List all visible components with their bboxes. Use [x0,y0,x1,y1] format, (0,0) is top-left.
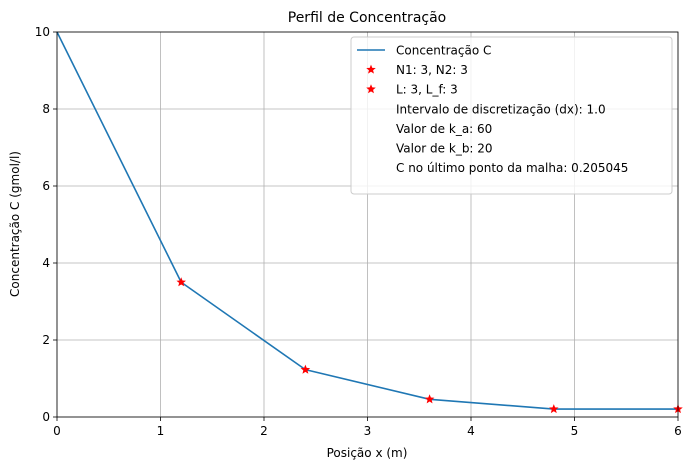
series-line-concentration [56,31,678,410]
legend-swatch-1 [366,64,376,74]
legend-entry-6: C no último ponto da malha: 0.205045 [396,161,628,175]
star-marker-1-2 [424,394,435,404]
legend-entry-1: N1: 3, N2: 3 [396,63,468,77]
y-tick-label-2: 4 [42,256,50,270]
x-tick-label-0: 0 [53,424,61,438]
legend-entry-3: Intervalo de discretização (dx): 1.0 [396,102,606,116]
x-tick-label-1: 1 [157,424,165,438]
legend-entry-5: Valor de k_b: 20 [396,142,493,156]
chart-title: Perfil de Concentração [288,10,446,26]
x-axis-label: Posição x (m) [327,446,408,460]
x-tick-label-3: 3 [364,424,372,438]
legend: Concentração C N1: 3, N2: 3 L: 3, L_f: 3 In… [350,36,673,195]
y-axis-label: Concentração C (gmol/l) [8,151,22,297]
star-marker-1-1 [300,364,311,374]
star-marker-1-0 [176,277,186,287]
legend-entry-4: Valor de k_a: 60 [396,122,492,136]
y-tick-label-3: 6 [42,179,50,193]
legend-entry-2: L: 3, L_f: 3 [396,83,458,97]
legend-box [350,36,673,195]
y-tick-label-5: 10 [35,25,50,39]
x-tick-label-5: 5 [571,424,579,438]
x-tick-label-6: 6 [674,424,682,438]
y-tick-label-1: 2 [42,333,50,347]
x-tick-label-4: 4 [467,424,475,438]
y-tick-label-4: 8 [42,102,50,116]
legend-entry-0: Concentração C [396,44,491,58]
y-tick-label-0: 0 [42,410,50,424]
x-tick-label-2: 2 [260,424,268,438]
legend-swatch-2 [366,84,376,94]
star-marker-1-3 [549,404,559,414]
